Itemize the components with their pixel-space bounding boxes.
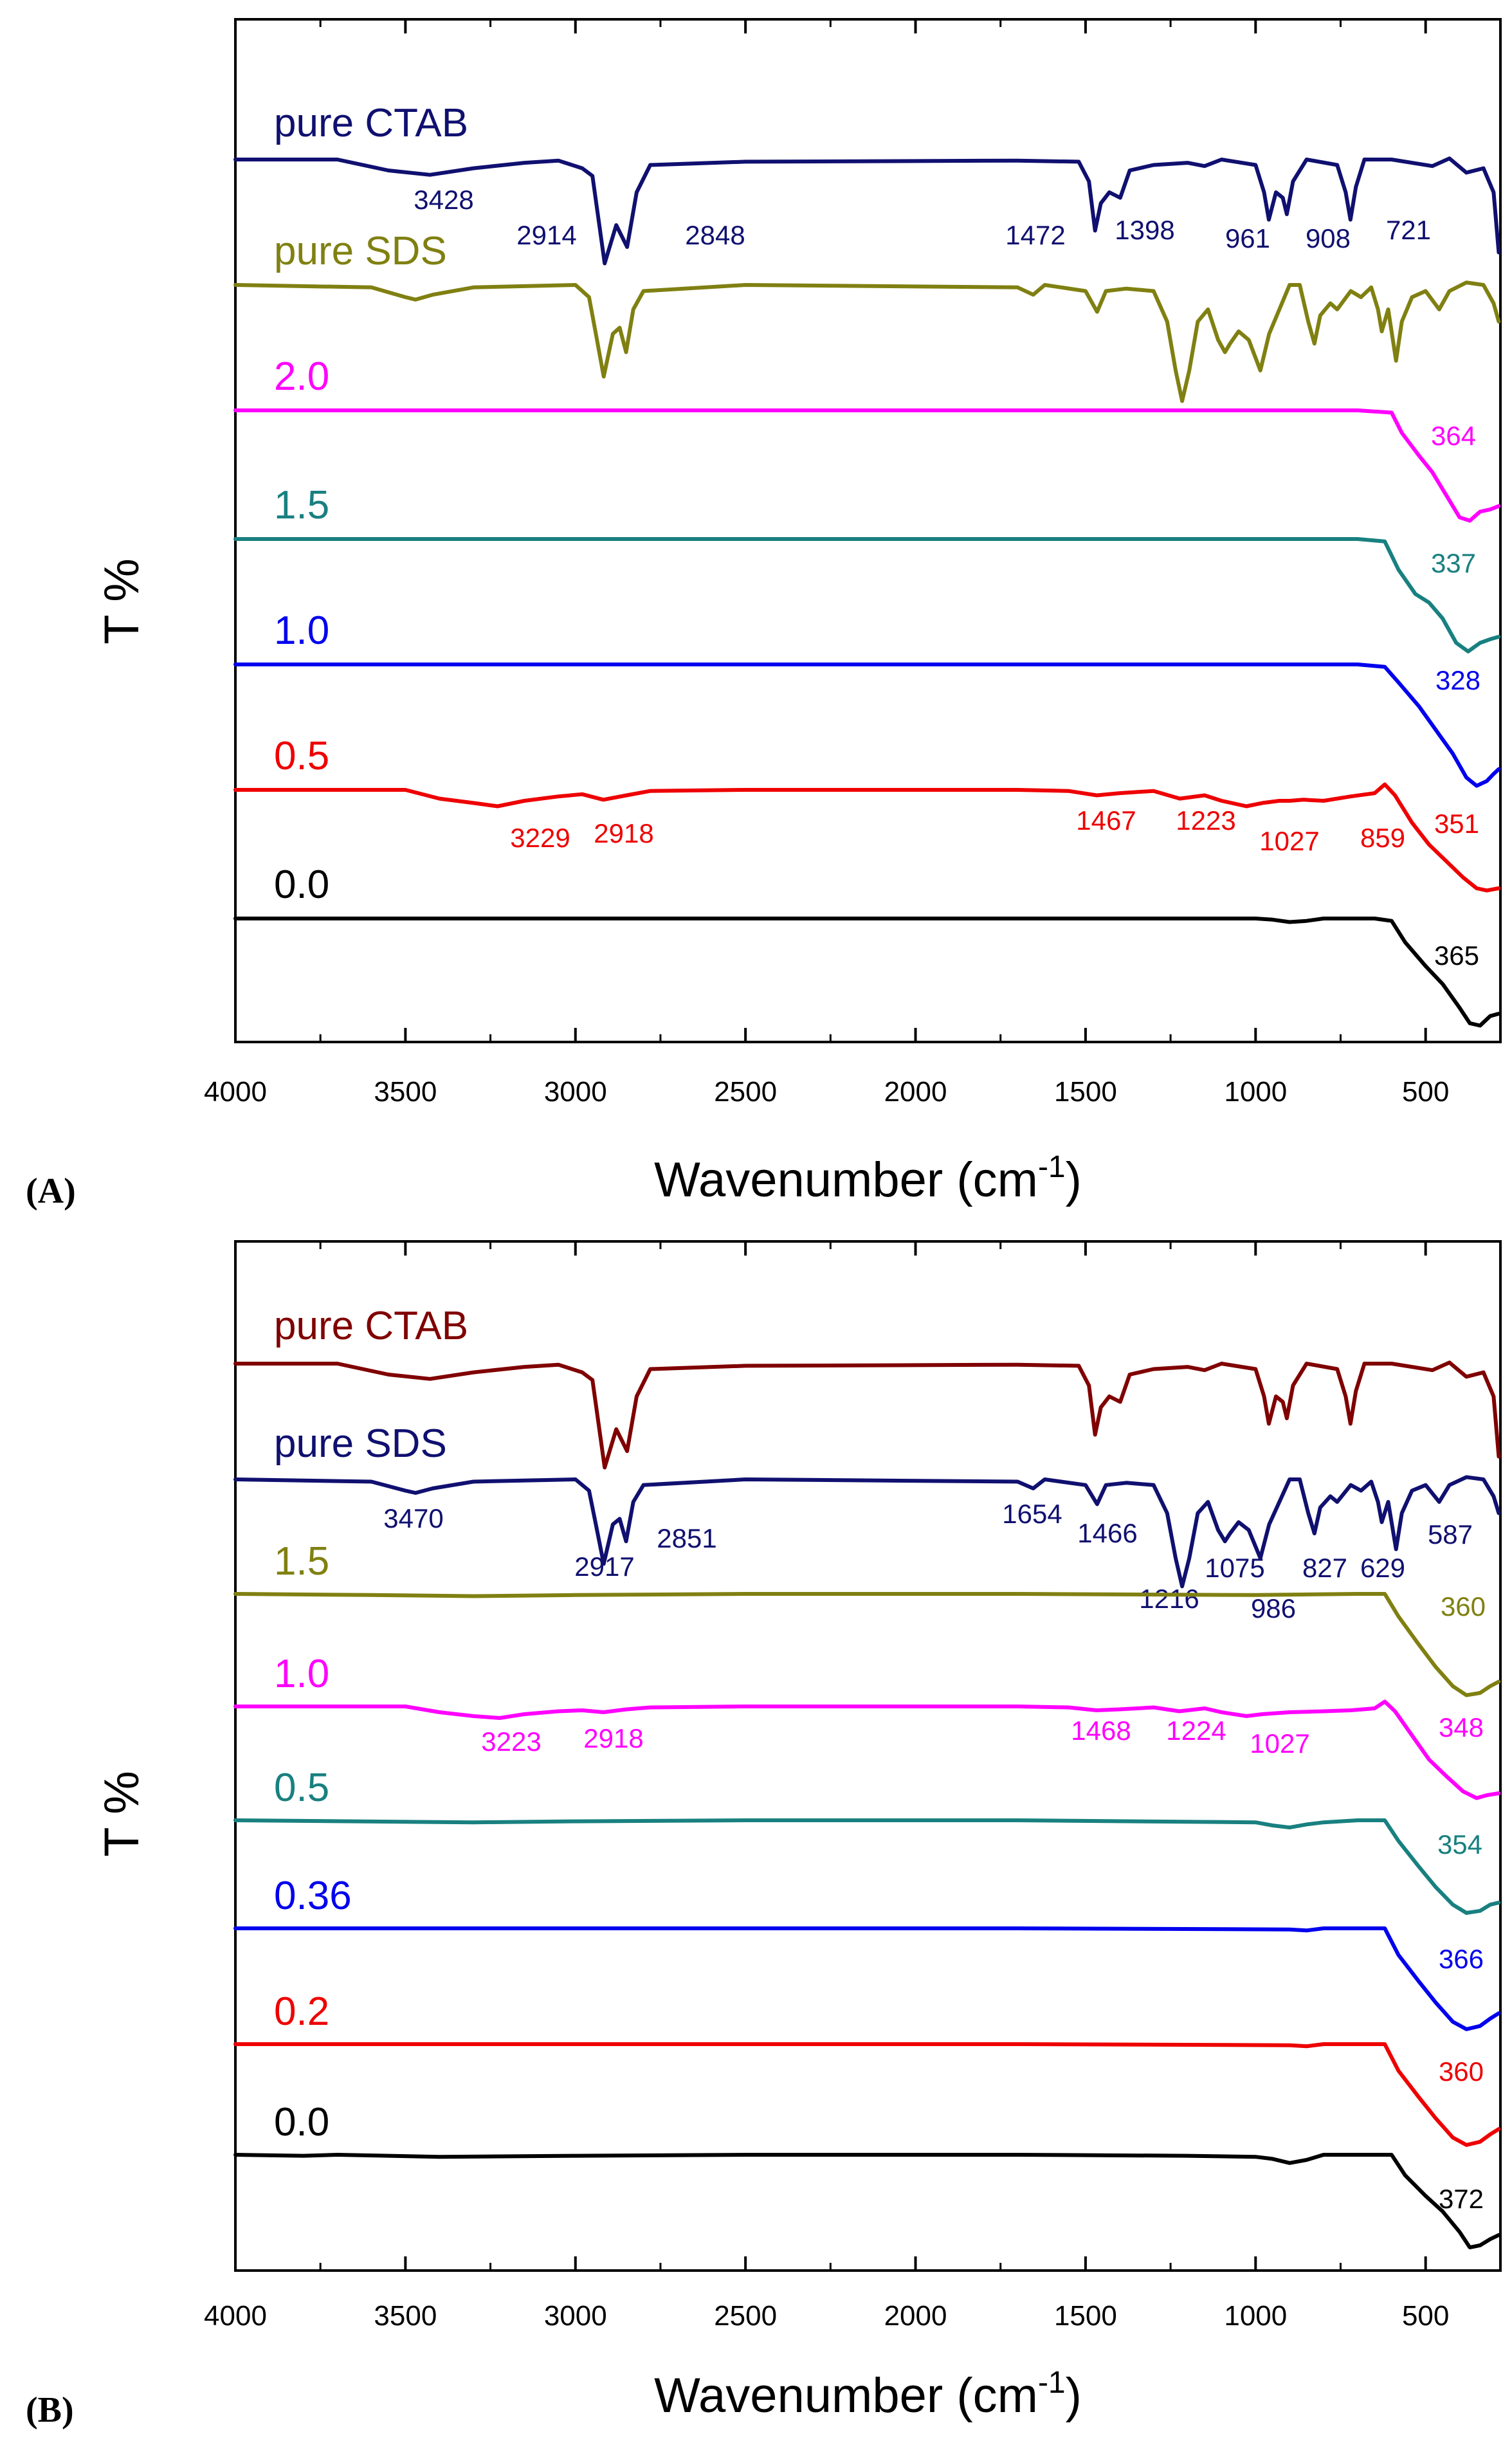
panel-a-series-line (233, 917, 1501, 1028)
panel-b-series-name: 0.5 (274, 1766, 329, 1810)
panel-b-series-name: 1.5 (274, 1539, 329, 1584)
panel-a-peak-label: 2918 (594, 818, 653, 848)
panel-a-peak-label: 2848 (685, 220, 745, 250)
panel-b-peak-label: 1654 (1002, 1499, 1062, 1529)
panel-a-x-axis-title: Wavenumber (cm-1) (654, 1150, 1082, 1207)
panel-a-x-tick-label: 1500 (1054, 1076, 1117, 1108)
panel-a-peak-label: 721 (1386, 215, 1431, 245)
panel-a-x-tick-label: 3000 (544, 1076, 607, 1108)
panel-a-peak-label: 908 (1306, 223, 1351, 253)
panel-b-series-line (233, 2153, 1501, 2249)
panel-b-x-tick-label: 1000 (1224, 2300, 1287, 2332)
panel-b-peak-label: 2917 (574, 1551, 634, 1582)
panel-a-series-name: pure CTAB (274, 101, 468, 145)
panel-a-peak-label: 1467 (1076, 805, 1136, 836)
panel-a-peak-label: 351 (1434, 809, 1479, 839)
panel-b-series-name: 0.36 (274, 1874, 352, 1918)
panel-b-peak-label: 2851 (657, 1523, 716, 1553)
panel-a-peak-label: 337 (1431, 548, 1476, 578)
panel-b-x-tick-label: 500 (1402, 2300, 1449, 2332)
panel-a-peak-label: 3428 (414, 185, 473, 215)
panel-a-y-axis-title: T % (95, 558, 149, 644)
panel-b-series-line (233, 1592, 1501, 1697)
panel-a-peak-label: 2914 (516, 220, 576, 250)
panel-b-peak-label: 587 (1428, 1519, 1473, 1550)
panel-b-peak-label: 3470 (383, 1503, 443, 1533)
panel-b-series-name: pure CTAB (274, 1304, 468, 1348)
panel-b-y-axis-title: T % (95, 1771, 149, 1857)
panel-b-peak-label: 3223 (481, 1726, 541, 1757)
panel-b-series-line (233, 2042, 1501, 2147)
panel-b-peak-label: 354 (1437, 1829, 1482, 1860)
panel-b-peak-label: 360 (1439, 2056, 1484, 2087)
panel-b-peak-label: 1216 (1139, 1584, 1199, 1614)
panel-a-x-tick-label: 2000 (884, 1076, 947, 1108)
panel-b-peak-label: 1075 (1205, 1553, 1264, 1583)
panel-b-peak-label: 629 (1360, 1553, 1405, 1583)
panel-a-plot-frame (234, 18, 1502, 1043)
panel-a-peak-label: 859 (1360, 823, 1405, 853)
panel-a-peak-label: 3229 (510, 823, 570, 853)
panel-a-peak-label: 961 (1225, 223, 1270, 253)
panel-a-series-line (233, 663, 1501, 788)
panel-b-x-tick-label: 2500 (714, 2300, 777, 2332)
panel-a-peak-label: 365 (1434, 940, 1479, 971)
panel-b-x-tick-label: 4000 (204, 2300, 267, 2332)
panel-a-series-line (233, 156, 1501, 266)
panel-b-series-name: 1.0 (274, 1652, 329, 1696)
panel-b-panel-label: (B) (26, 2390, 74, 2430)
panel-b-series-name: 0.0 (274, 2100, 329, 2144)
panel-b-x-tick-label: 2000 (884, 2300, 947, 2332)
panel-a-series-line (233, 408, 1501, 523)
panel-b-peak-label: 2918 (583, 1723, 643, 1753)
panel-b-peak-label: 1466 (1077, 1518, 1137, 1548)
panel-a-peak-label: 1398 (1115, 215, 1174, 245)
panel-b-peak-label: 827 (1302, 1553, 1347, 1583)
panel-a-series-name: 0.0 (274, 863, 329, 907)
panel-a-peak-label: 328 (1435, 665, 1480, 695)
panel-b-peak-label: 348 (1439, 1712, 1484, 1742)
panel-a-series-name: pure SDS (274, 229, 447, 273)
panel-b-series-line (233, 1926, 1501, 2031)
panel-a-series-name: 1.0 (274, 608, 329, 653)
panel-a-peak-label: 1027 (1259, 826, 1319, 856)
panel-b-series-line (233, 1699, 1501, 1800)
panel-b-peak-label: 1468 (1071, 1715, 1131, 1746)
panel-b-peak-label: 366 (1439, 1944, 1484, 1974)
panel-b-series-name: pure SDS (274, 1422, 447, 1466)
panel-b-peak-label: 372 (1439, 2184, 1484, 2214)
panel-b-plot-frame (234, 1240, 1502, 2272)
panel-a-peak-label: 1223 (1176, 805, 1235, 836)
panel-a-series-line (233, 782, 1501, 893)
panel-a-x-tick-label: 2500 (714, 1076, 777, 1108)
panel-a-x-tick-label: 500 (1402, 1076, 1449, 1108)
panel-b-peak-label: 1027 (1250, 1728, 1309, 1759)
panel-a-series-name: 1.5 (274, 483, 329, 527)
panel-b-series-line (233, 1360, 1501, 1470)
panel-b-series-line (233, 1475, 1501, 1589)
panel-a-x-tick-label: 1000 (1224, 1076, 1287, 1108)
panel-a-series-line (233, 280, 1501, 403)
panel-b-x-axis-title: Wavenumber (cm-1) (654, 2366, 1082, 2423)
panel-b-series-name: 0.2 (274, 1989, 329, 2034)
panel-b-x-tick-label: 1500 (1054, 2300, 1117, 2332)
panel-a-panel-label: (A) (26, 1171, 76, 1211)
panel-b-peak-label: 1224 (1166, 1715, 1226, 1746)
panel-a-peak-label: 364 (1431, 421, 1476, 451)
panel-a-x-tick-label: 3500 (374, 1076, 437, 1108)
panel-b-x-tick-label: 3000 (544, 2300, 607, 2332)
panel-a-series-name: 0.5 (274, 734, 329, 778)
panel-b-peak-label: 986 (1251, 1593, 1296, 1623)
panel-b-peak-label: 360 (1441, 1591, 1486, 1622)
panel-b-x-tick-label: 3500 (374, 2300, 437, 2332)
panel-a-series-name: 2.0 (274, 354, 329, 399)
panel-a-x-tick-label: 4000 (204, 1076, 267, 1108)
panel-b-series-line (233, 1818, 1501, 1915)
panel-a-peak-label: 1472 (1005, 220, 1065, 250)
panel-a-series-line (233, 537, 1501, 654)
